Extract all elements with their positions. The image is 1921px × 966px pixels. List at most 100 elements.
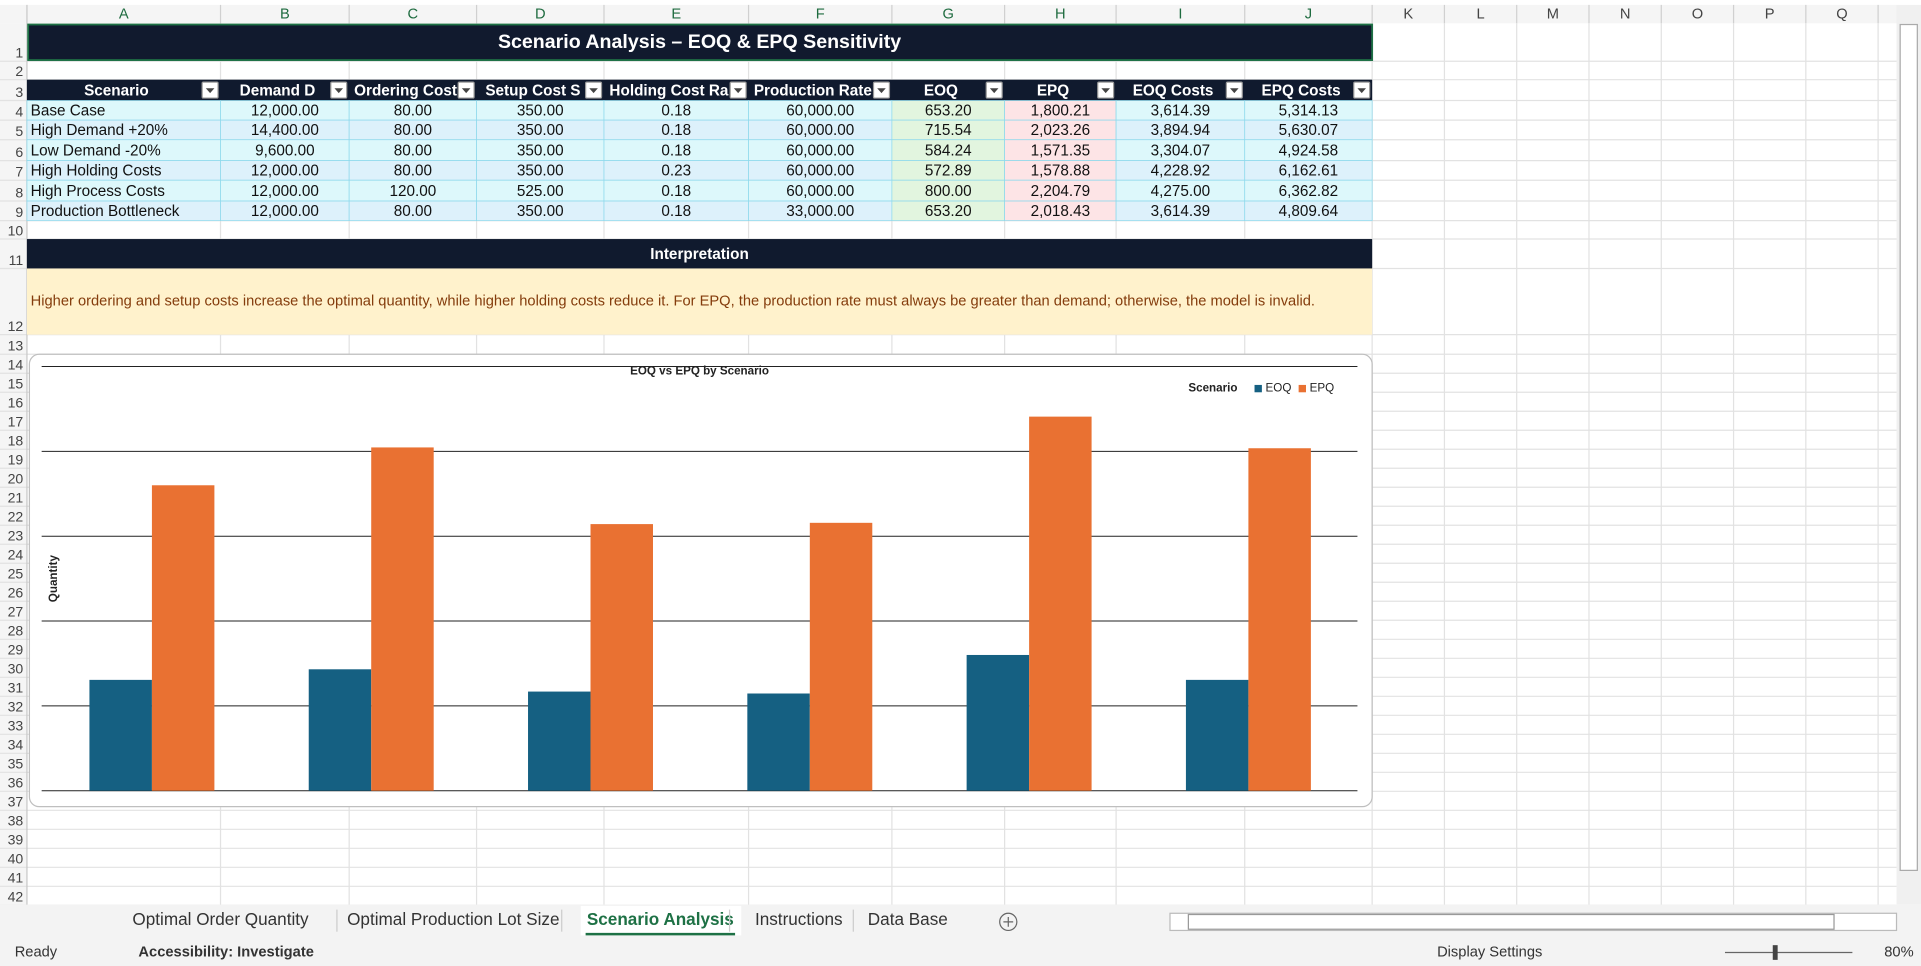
row-number: 31 [8,680,24,696]
status-display-settings[interactable]: Display Settings [1437,944,1542,960]
column-letter: M [1547,7,1559,23]
table-value: High Process Costs [31,183,166,200]
row-number: 37 [8,794,24,810]
row-number: 3 [15,84,23,100]
table-value: 350.00 [517,163,564,180]
filter-arrow [1230,88,1239,94]
column-letter: I [1178,7,1182,23]
table-value: 0.18 [661,103,691,120]
table-value: 14,400.00 [251,122,319,139]
row-number: 1 [15,45,23,61]
filter-arrow [1101,88,1110,94]
table-value: 4,924.58 [1279,142,1339,159]
table-value: 350.00 [517,122,564,139]
filter-arrow [461,88,471,94]
row-number: 15 [8,376,24,392]
table-value: 350.00 [517,203,564,220]
table-value: 3,304.07 [1151,142,1211,159]
table-value: 0.18 [661,142,691,159]
sheet-tab[interactable]: Instructions [755,909,843,929]
legend-label: EOQ [1266,382,1292,395]
bar [1185,679,1249,791]
status-accessibility[interactable]: Accessibility: Investigate [138,944,313,960]
filter-arrow [877,88,886,94]
filter-arrow [589,88,598,94]
table-header: Holding Cost Ra [609,82,728,99]
row-header-bar [0,23,27,906]
column-letter: A [119,7,129,23]
column-letter: Q [1836,7,1847,23]
table-value: 1,800.21 [1031,103,1091,120]
chart-title: EOQ vs EPQ by Scenario [630,365,769,378]
zoom-level: 80% [1884,944,1913,960]
active-sheet-tab[interactable]: Scenario Analysis [587,909,734,929]
table-value: Base Case [31,103,106,120]
table-value: High Holding Costs [31,163,162,180]
bar [809,522,873,791]
table-value: High Demand +20% [31,122,169,139]
column-letter: D [535,7,546,23]
row-number: 4 [15,103,23,119]
column-letter: G [943,7,954,23]
legend-swatch [1254,384,1262,393]
sheet-tab[interactable]: Data Base [868,909,948,929]
table-header-bg [26,79,1373,101]
table-value: 653.20 [925,103,972,120]
row-number: 27 [8,604,24,620]
column-letter: L [1476,7,1484,23]
bar [590,524,653,791]
bar [966,654,1030,791]
table-value: 80.00 [394,122,432,139]
table-value: 3,614.39 [1151,203,1211,220]
legend-label: EPQ [1310,382,1335,395]
bar [89,679,152,791]
row-number: 42 [8,889,24,905]
table-value: 0.18 [661,122,691,139]
filter-arrow [989,88,999,94]
scroll-thumb[interactable] [1899,23,1918,871]
row-number: 10 [8,222,24,238]
table-value: 1,578.88 [1031,163,1091,180]
chart-area [28,353,1373,808]
row-number: 12 [8,318,24,334]
column-letter: P [1765,7,1775,23]
table-value: 715.54 [925,122,972,139]
table-value: 5,314.13 [1279,103,1339,120]
table-value: 3,894.94 [1151,122,1211,139]
table-value: 2,018.43 [1031,203,1091,220]
table-value: 60,000.00 [786,163,854,180]
y-axis-label: Quantity [47,555,60,603]
row-number: 32 [8,699,24,715]
legend-swatch [1298,384,1306,393]
active-tab [580,905,742,936]
zoom-thumb[interactable] [1772,945,1778,960]
sheet-tab[interactable]: Optimal Order Quantity [132,909,309,929]
table-header: Setup Cost S [485,82,580,99]
row-number: 24 [8,547,24,563]
table-value: 60,000.00 [786,103,854,120]
row-number: 39 [8,832,24,848]
row-number: 16 [8,395,24,411]
table-value: 5,630.07 [1279,122,1339,139]
table-value: 120.00 [389,183,436,200]
table-value: 33,000.00 [786,203,854,220]
legend-title: Scenario [1188,382,1237,395]
add-sheet-button[interactable] [999,912,1018,932]
row-number: 30 [8,661,24,677]
table-header: EOQ Costs [1133,82,1214,99]
table-header: EPQ [1037,82,1069,99]
table-value: 60,000.00 [786,183,854,200]
bar [528,691,591,791]
table-value: 0.18 [661,183,691,200]
row-number: 25 [8,566,24,582]
row-number: 17 [8,414,24,430]
table-value: 4,228.92 [1151,163,1211,180]
table-value: 1,571.35 [1031,142,1091,159]
table-value: 350.00 [517,103,564,120]
row-number: 7 [15,164,23,180]
bar [371,447,434,791]
row-number: 23 [8,528,24,544]
column-letter: F [816,7,825,23]
sheet-tab[interactable]: Optimal Production Lot Size [347,909,559,929]
